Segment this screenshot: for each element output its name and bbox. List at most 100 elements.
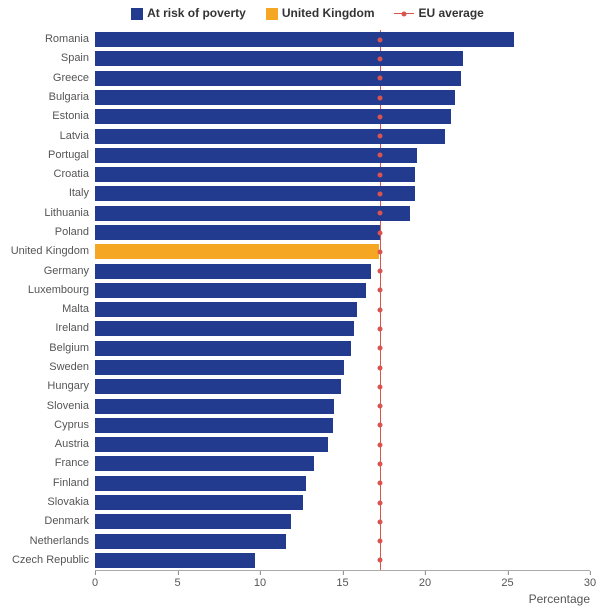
country-label: Luxembourg (28, 283, 95, 298)
eu-average-dot (378, 423, 383, 428)
bar (95, 90, 455, 105)
bar-row: Slovenia (95, 399, 590, 414)
bar (95, 437, 328, 452)
bar-row: France (95, 456, 590, 471)
country-label: France (55, 456, 95, 471)
legend-label: United Kingdom (282, 6, 375, 20)
legend-swatch (266, 8, 278, 20)
bar-row: Estonia (95, 109, 590, 124)
bar (95, 167, 415, 182)
bar-row: Croatia (95, 167, 590, 182)
country-label: Romania (45, 32, 95, 47)
legend-item: At risk of poverty (131, 6, 246, 20)
bar (95, 341, 351, 356)
country-label: Cyprus (54, 418, 95, 433)
bar-row: Netherlands (95, 534, 590, 549)
bar-row: Ireland (95, 321, 590, 336)
x-tick: 25 (501, 571, 513, 589)
country-label: Belgium (49, 341, 95, 356)
chart-legend: At risk of povertyUnited KingdomEU avera… (0, 6, 615, 20)
bar (95, 379, 341, 394)
bar-row: Portugal (95, 148, 590, 163)
eu-average-dot (378, 326, 383, 331)
country-label: Bulgaria (49, 90, 95, 105)
eu-average-dot (378, 114, 383, 119)
bar (95, 514, 291, 529)
bar (95, 32, 514, 47)
bar (95, 495, 303, 510)
bar-row: Bulgaria (95, 90, 590, 105)
bar (95, 534, 286, 549)
legend-label: At risk of poverty (147, 6, 246, 20)
bar-row: Slovakia (95, 495, 590, 510)
legend-line-icon (394, 13, 414, 14)
country-label: Sweden (49, 360, 95, 375)
bar (95, 186, 415, 201)
country-label: Poland (55, 225, 95, 240)
eu-average-dot (378, 461, 383, 466)
bar (95, 264, 371, 279)
country-label: Greece (53, 71, 95, 86)
eu-average-dot (378, 76, 383, 81)
country-label: United Kingdom (11, 244, 95, 259)
bar-row: Lithuania (95, 206, 590, 221)
bar (95, 553, 255, 568)
country-label: Denmark (44, 514, 95, 529)
x-tick: 5 (174, 571, 180, 589)
legend-item: United Kingdom (266, 6, 375, 20)
bar-row: Latvia (95, 129, 590, 144)
x-axis-title: Percentage (529, 592, 590, 606)
bar-row: Hungary (95, 379, 590, 394)
bar (95, 283, 366, 298)
bar-row: Cyprus (95, 418, 590, 433)
country-label: Ireland (55, 321, 95, 336)
bar-row: Denmark (95, 514, 590, 529)
bar (95, 129, 445, 144)
x-tick: 15 (336, 571, 348, 589)
x-axis: 051015202530 (95, 570, 590, 571)
bar (95, 71, 461, 86)
x-tick: 10 (254, 571, 266, 589)
country-label: Czech Republic (12, 553, 95, 568)
country-label: Lithuania (44, 206, 95, 221)
bar (95, 225, 380, 240)
bar (95, 456, 314, 471)
bar (95, 360, 344, 375)
bar-row: Finland (95, 476, 590, 491)
bar-row: Italy (95, 186, 590, 201)
bar (95, 476, 306, 491)
country-label: Croatia (54, 167, 95, 182)
bar-row: United Kingdom (95, 244, 590, 259)
country-label: Germany (44, 264, 95, 279)
eu-average-dot (378, 153, 383, 158)
eu-average-dot (378, 269, 383, 274)
bar-row: Luxembourg (95, 283, 590, 298)
eu-average-dot (378, 211, 383, 216)
country-label: Italy (69, 186, 95, 201)
bar-row: Romania (95, 32, 590, 47)
eu-average-dot (378, 519, 383, 524)
eu-average-dot (378, 249, 383, 254)
country-label: Hungary (47, 379, 95, 394)
bar (95, 109, 451, 124)
legend-swatch (131, 8, 143, 20)
bar-row: Spain (95, 51, 590, 66)
bar-row: Czech Republic (95, 553, 590, 568)
plot-area: 051015202530 Percentage RomaniaSpainGree… (95, 30, 590, 570)
bar (95, 399, 334, 414)
bar (95, 51, 463, 66)
bar (95, 244, 379, 259)
country-label: Finland (53, 476, 95, 491)
x-tick: 30 (584, 571, 596, 589)
bar-row: Belgium (95, 341, 590, 356)
country-label: Austria (55, 437, 95, 452)
bar-row: Germany (95, 264, 590, 279)
bar (95, 418, 333, 433)
eu-average-dot (378, 365, 383, 370)
eu-average-dot (378, 95, 383, 100)
country-label: Portugal (48, 148, 95, 163)
country-label: Estonia (52, 109, 95, 124)
eu-average-dot (378, 500, 383, 505)
country-label: Slovenia (47, 399, 95, 414)
eu-average-dot (378, 191, 383, 196)
